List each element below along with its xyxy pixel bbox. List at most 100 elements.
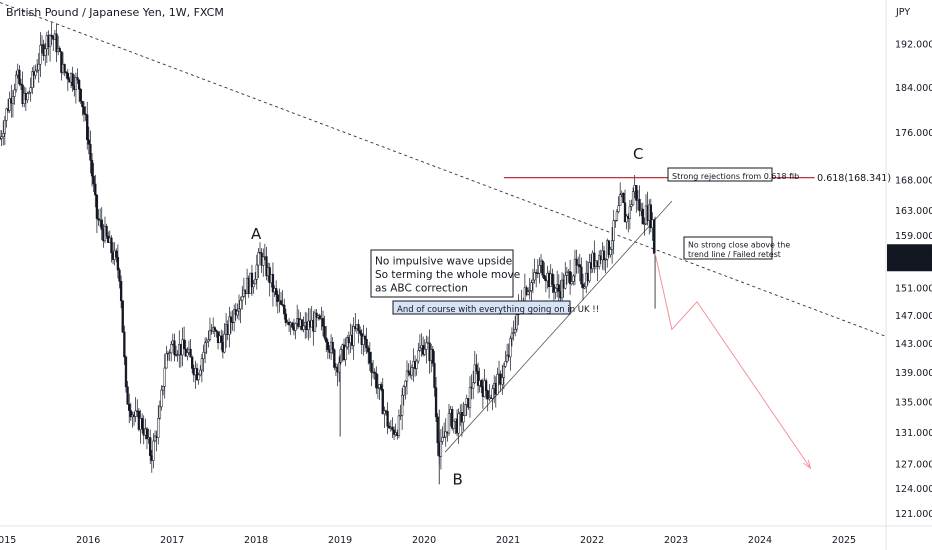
- candle-body: [612, 220, 615, 241]
- candle-body: [344, 346, 347, 360]
- candle-body: [635, 185, 638, 201]
- candle-body: [241, 296, 244, 301]
- x-tick-label: 2017: [160, 535, 184, 546]
- last-price-tag[interactable]: 156.2812d 5h: [887, 244, 932, 272]
- candle-body: [602, 250, 606, 261]
- candle-body: [425, 342, 428, 350]
- candle-body: [202, 351, 205, 359]
- candle-body: [598, 255, 601, 267]
- candle-body: [379, 384, 383, 390]
- candle-body: [281, 304, 284, 306]
- candle-body: [233, 309, 236, 323]
- candle-body: [418, 347, 422, 351]
- x-tick-label: 2022: [580, 535, 604, 546]
- candle-body: [291, 322, 294, 328]
- candle-body: [617, 205, 620, 213]
- candle-body: [223, 333, 226, 353]
- candle-body: [126, 386, 129, 405]
- candle-body: [191, 356, 194, 369]
- candle-body: [82, 106, 86, 115]
- candle-body: [496, 374, 499, 395]
- candle-body: [239, 299, 242, 310]
- candle-body: [165, 353, 168, 369]
- candle-body: [250, 272, 254, 288]
- candle-body: [254, 279, 257, 285]
- candle-body: [376, 387, 380, 389]
- candle-body: [538, 265, 541, 274]
- y-tick-label: 168.000: [895, 175, 932, 186]
- annotation-failed-retest-text: No strong close above the: [688, 241, 790, 250]
- candle-body: [182, 339, 186, 350]
- candle-body: [275, 288, 278, 295]
- candle-body: [87, 139, 90, 145]
- candle-body: [124, 356, 128, 388]
- candle-body: [593, 252, 596, 267]
- candle-body: [195, 368, 199, 381]
- candle-body: [423, 349, 426, 355]
- y-tick-label: 131.000: [895, 428, 932, 439]
- candle-body: [622, 192, 625, 203]
- candle-body: [502, 365, 506, 378]
- candle-body: [140, 418, 144, 429]
- candle-body: [619, 194, 622, 206]
- annotation-abc-note-box: [370, 249, 514, 298]
- annotation-abc-note-text: No impulsive wave upside: [375, 256, 512, 268]
- candle-body: [152, 440, 155, 461]
- candle-body: [392, 429, 396, 435]
- candle-body: [444, 431, 447, 438]
- candle-body: [95, 194, 99, 219]
- x-tick-label: 2023: [664, 535, 688, 546]
- candle-body: [475, 364, 478, 372]
- candle-body: [480, 380, 483, 388]
- candle-body: [607, 240, 611, 255]
- candle-body: [509, 338, 512, 358]
- wave-label-a: A: [251, 225, 262, 243]
- candle-body: [39, 45, 42, 65]
- candle-body: [386, 410, 389, 427]
- y-tick-label: 139.000: [895, 368, 932, 379]
- y-tick-label: 124.000: [895, 484, 932, 495]
- candle-body: [318, 315, 321, 319]
- y-tick-label: 135.000: [895, 398, 932, 409]
- candle-body: [77, 79, 81, 90]
- candle-body: [321, 318, 325, 327]
- candle-body: [514, 328, 517, 334]
- candle-body: [255, 264, 258, 280]
- candle-body: [554, 288, 557, 293]
- candle-body: [568, 271, 572, 285]
- candle-body: [431, 349, 434, 364]
- candle-body: [294, 323, 297, 331]
- candle-body: [643, 223, 646, 225]
- candle-body: [623, 202, 627, 223]
- trend-lines: [0, 2, 887, 453]
- candle-body: [63, 64, 66, 73]
- candle-body: [362, 335, 365, 345]
- candle-body: [531, 279, 535, 284]
- candle-body: [94, 183, 97, 196]
- candle-body: [205, 340, 208, 343]
- candle-body: [2, 133, 5, 137]
- candle-body: [402, 386, 405, 396]
- candle-body: [252, 283, 255, 288]
- projection-arrowhead: [803, 460, 812, 470]
- candle-body: [229, 316, 233, 323]
- candle-body: [44, 48, 47, 56]
- candle-body: [525, 287, 528, 295]
- time-axis[interactable]: 2015 2016 2017 2018 2019 2020 2021 2022 2023 2024…: [0, 525, 932, 546]
- annotation-fib-rejection-text: Strong rejections from 0.618 fib: [672, 172, 799, 181]
- candle-body: [60, 51, 63, 73]
- projection-path: [654, 253, 812, 470]
- y-tick-label: 121.000: [895, 509, 932, 520]
- candle-body: [74, 77, 78, 90]
- last-price-bg: [887, 244, 932, 272]
- candle-body: [543, 274, 546, 280]
- candle-body: [501, 377, 504, 385]
- candle-body: [484, 380, 488, 391]
- price-axis[interactable]: JPY 121.000 124.000 127.000 131.000 135.000 13…: [885, 0, 932, 550]
- candle-body: [581, 283, 585, 289]
- chart-title: British Pound / Japanese Yen, 1W, FXCM: [6, 6, 224, 19]
- candle-body: [580, 266, 583, 285]
- candle-body: [11, 96, 15, 104]
- candle-body: [35, 69, 39, 72]
